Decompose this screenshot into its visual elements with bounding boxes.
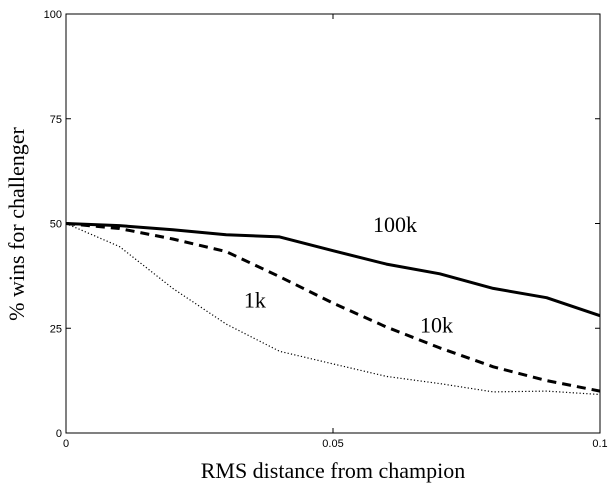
series-label-10k: 10k — [420, 312, 453, 337]
series-label-100k: 100k — [373, 212, 417, 237]
y-tick-label: 0 — [56, 428, 62, 440]
x-axis-title: RMS distance from champion — [201, 458, 466, 483]
series-line-100k — [65, 222, 601, 318]
x-tick-label: 0.05 — [322, 438, 343, 450]
series-label-1k: 1k — [244, 287, 266, 312]
series-line-1k — [65, 222, 601, 396]
plot-frame — [65, 13, 601, 434]
series-line-10k — [65, 222, 601, 393]
x-tick-label: 0.1 — [592, 438, 607, 450]
y-tick-label: 25 — [50, 323, 62, 335]
y-axis-ticks: 0 25 50 75 100 — [44, 9, 600, 440]
y-tick-label: 100 — [44, 9, 62, 21]
y-axis-title: % wins for challenger — [4, 127, 29, 321]
x-tick-label: 0 — [63, 438, 69, 450]
plot-area — [65, 13, 601, 434]
x-axis-ticks: 0 0.05 0.1 — [63, 14, 608, 450]
series-annotations: 100k 10k 1k — [244, 212, 453, 338]
y-tick-label: 50 — [50, 219, 62, 231]
y-tick-label: 75 — [50, 114, 62, 126]
series-lines — [65, 222, 601, 396]
